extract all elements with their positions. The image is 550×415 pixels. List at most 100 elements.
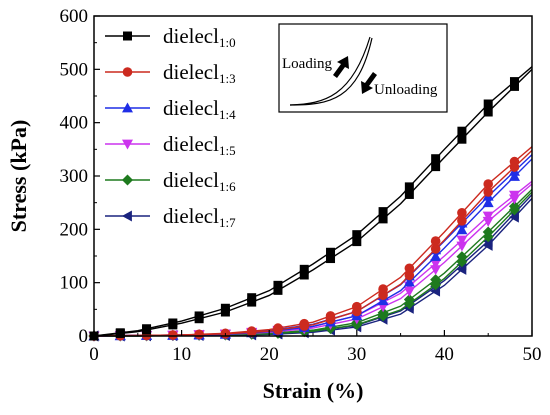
y-tick-label: 600 [60, 6, 89, 27]
legend-label: dielecl1:7 [163, 204, 236, 230]
data-point [483, 107, 493, 117]
series-loading-line [93, 180, 533, 337]
data-point [483, 187, 494, 197]
x-tick-label: 20 [260, 344, 279, 365]
data-point [508, 200, 520, 212]
data-point [457, 134, 467, 144]
data-point [247, 293, 257, 303]
y-tick-label: 500 [60, 59, 89, 80]
legend-marker [122, 102, 133, 113]
legend-label-subscript: 1:6 [219, 179, 236, 194]
data-point [115, 328, 125, 338]
data-point [483, 179, 494, 189]
y-axis-title: Stress (kPa) [6, 120, 31, 233]
legend-label: dielecl1:0 [163, 24, 236, 50]
inset-diagram: Loading Unloading [278, 23, 448, 113]
data-point [273, 280, 283, 290]
data-point [194, 329, 204, 340]
data-point [430, 236, 441, 246]
legend-label: dielecl1:5 [163, 132, 236, 158]
data-point [377, 307, 389, 319]
legend-label-subscript: 1:7 [219, 215, 236, 230]
data-point [299, 264, 309, 274]
y-tick-label: 200 [60, 219, 89, 240]
data-point [430, 259, 442, 269]
data-point [509, 156, 520, 167]
data-point [483, 99, 493, 109]
x-axis-title: Strain (%) [263, 378, 364, 403]
x-tick-label: 40 [435, 344, 454, 365]
inset-unloading-label: Unloading [374, 82, 438, 98]
x-tick-label: 10 [172, 344, 191, 365]
data-point [194, 311, 204, 321]
x-tick-label: 50 [523, 344, 542, 365]
data-point [352, 237, 362, 247]
legend-label-subscript: 1:3 [219, 71, 236, 86]
data-point [508, 190, 520, 201]
data-point [509, 81, 519, 91]
inset-loading-label: Loading [282, 56, 332, 72]
legend-label-name: dielecl [163, 168, 219, 192]
data-point [456, 251, 468, 263]
data-point [404, 270, 415, 281]
data-point [430, 274, 442, 286]
data-point [457, 126, 467, 136]
data-point [482, 226, 494, 238]
data-point [430, 265, 442, 276]
legend-label: dielecl1:3 [163, 60, 236, 86]
data-point [168, 330, 178, 340]
legend-marker [122, 139, 133, 150]
data-point [168, 318, 178, 328]
loading-arrow-icon [333, 56, 349, 78]
data-point [220, 303, 230, 313]
data-point [430, 244, 441, 254]
data-point [404, 189, 414, 199]
curves-layer [88, 66, 533, 342]
series-unloading-line [93, 158, 533, 337]
x-tick-label: 30 [347, 344, 366, 365]
legend-marker [122, 210, 132, 222]
series-1-4 [88, 154, 533, 341]
data-point [403, 294, 415, 306]
data-point [456, 224, 468, 235]
legend-marker [123, 31, 132, 41]
data-point [325, 311, 336, 321]
legend-label-subscript: 1:5 [219, 143, 236, 158]
data-point [508, 170, 520, 181]
y-tick-label: 100 [60, 273, 89, 294]
data-point [404, 263, 415, 274]
data-point [482, 197, 494, 208]
data-point [456, 241, 468, 252]
legend-label-name: dielecl [163, 96, 219, 120]
data-point [326, 247, 336, 257]
data-point [378, 214, 388, 224]
data-point [299, 270, 309, 280]
data-point [378, 284, 388, 294]
data-point [273, 323, 283, 333]
data-point [378, 207, 388, 217]
data-point [482, 211, 494, 222]
data-point [326, 254, 336, 264]
legend-label-name: dielecl [163, 132, 219, 156]
data-point [352, 301, 362, 312]
data-point [457, 216, 467, 226]
legend-marker [122, 67, 133, 77]
data-point [273, 285, 283, 295]
legend-label-subscript: 1:4 [219, 107, 236, 122]
legend-label: dielecl1:4 [163, 96, 236, 122]
data-point [431, 154, 441, 164]
inset-frame [278, 23, 448, 113]
data-point [246, 326, 257, 336]
data-point [430, 251, 442, 261]
data-point [431, 162, 441, 172]
x-tick-label: 0 [89, 344, 99, 365]
y-tick-label: 300 [60, 166, 89, 187]
inset-unloading-curve [289, 37, 373, 106]
data-point [403, 276, 415, 287]
data-point [456, 235, 468, 246]
data-point [377, 295, 389, 306]
data-point [299, 318, 310, 329]
series-loading-line [93, 154, 533, 337]
legend-label: dielecl1:6 [163, 168, 236, 194]
